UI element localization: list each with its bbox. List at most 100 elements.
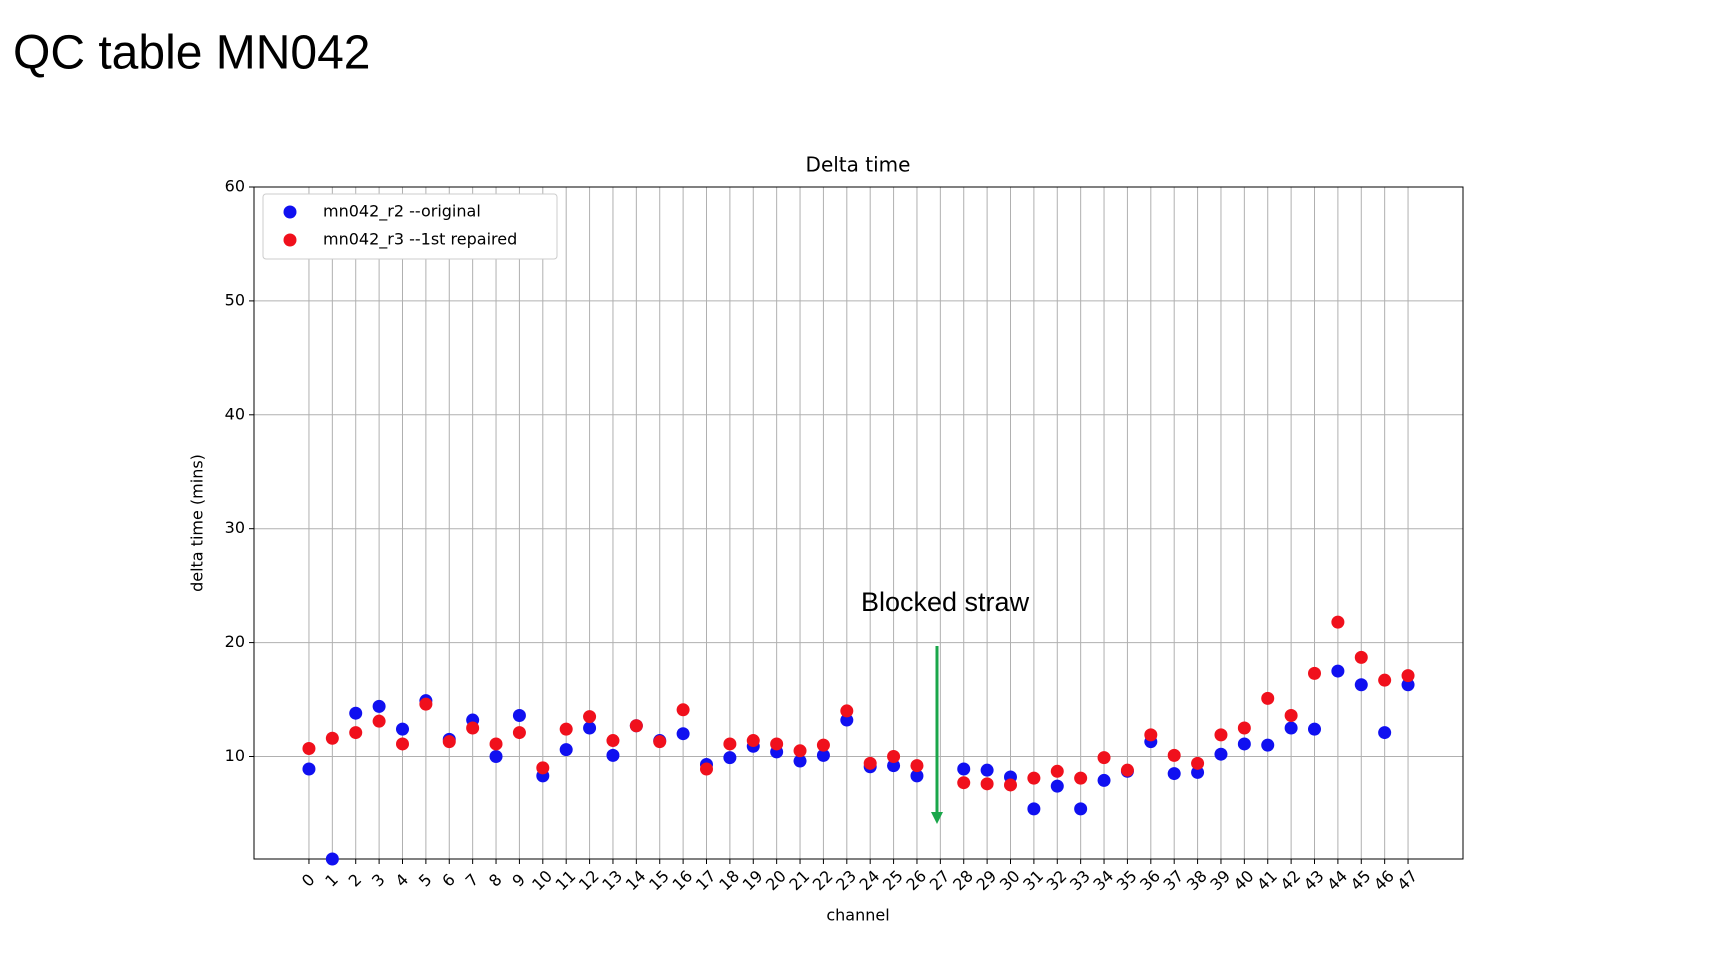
data-point (863, 756, 877, 770)
data-point (606, 734, 620, 748)
x-tick-label: 2 (345, 870, 366, 891)
legend-marker (283, 205, 297, 219)
data-point (512, 726, 526, 740)
x-tick-label: 47 (1393, 866, 1421, 894)
data-point (1261, 738, 1275, 752)
data-point (302, 742, 316, 756)
data-point (1237, 737, 1251, 751)
plot-frame (253, 186, 1464, 860)
data-point (395, 722, 409, 736)
data-point (676, 727, 690, 741)
data-point (840, 704, 854, 718)
y-tick-label: 60 (225, 177, 245, 196)
data-point (723, 751, 737, 765)
data-point (1191, 756, 1205, 770)
x-tick-label: 4 (391, 870, 412, 891)
x-tick-label: 9 (508, 870, 529, 891)
data-point (1378, 726, 1392, 740)
data-point (1308, 666, 1322, 680)
data-point (910, 769, 924, 783)
data-point (1027, 802, 1041, 816)
data-point (1050, 779, 1064, 793)
data-point (816, 738, 830, 752)
data-point (770, 737, 784, 751)
data-point (793, 744, 807, 758)
data-point (1284, 708, 1298, 722)
data-point (1167, 767, 1181, 781)
data-point (536, 761, 550, 775)
legend-label: mn042_r2 --original (323, 202, 481, 222)
data-point (629, 719, 643, 733)
x-tick-label: 1 (321, 870, 342, 891)
data-point (489, 749, 503, 763)
legend-marker (283, 233, 297, 247)
data-point (1401, 669, 1415, 683)
annotation-arrowhead (931, 812, 943, 824)
data-point (1331, 615, 1345, 629)
legend-box (262, 193, 558, 260)
data-point (1097, 773, 1111, 787)
data-point (583, 721, 597, 735)
data-point (793, 754, 807, 768)
data-point (723, 737, 737, 751)
data-point (980, 777, 994, 791)
chart-title: Delta time (806, 153, 911, 177)
y-tick-label: 50 (225, 290, 245, 309)
data-point (1191, 765, 1205, 779)
y-axis-label: delta time (mins) (188, 454, 207, 592)
data-point (583, 710, 597, 724)
annotation-text: Blocked straw (861, 587, 1030, 617)
data-point (1261, 691, 1275, 705)
data-point (1167, 748, 1181, 762)
data-point (887, 749, 901, 763)
data-point (372, 714, 386, 728)
data-point (325, 731, 339, 745)
data-point (1308, 722, 1322, 736)
data-point (302, 762, 316, 776)
data-point (442, 735, 456, 749)
data-point (653, 735, 667, 749)
data-point (559, 722, 573, 736)
data-point (1074, 802, 1088, 816)
data-point (1401, 678, 1415, 692)
data-point (325, 852, 339, 866)
data-point (349, 726, 363, 740)
x-tick-label: 8 (485, 870, 506, 891)
data-point (1050, 764, 1064, 778)
data-point (887, 759, 901, 773)
data-point (1074, 771, 1088, 785)
data-point (1214, 728, 1228, 742)
data-point (699, 762, 713, 776)
data-point (676, 703, 690, 717)
y-tick-label: 40 (225, 404, 245, 423)
data-point (910, 759, 924, 773)
x-tick-label: 5 (415, 870, 436, 891)
data-point (559, 743, 573, 757)
y-tick-label: 20 (225, 632, 245, 651)
data-point (606, 748, 620, 762)
data-point (1331, 664, 1345, 678)
data-point (419, 697, 433, 711)
x-tick-label: 7 (462, 870, 483, 891)
data-point (1004, 778, 1018, 792)
y-tick-label: 10 (225, 746, 245, 765)
data-point (1027, 771, 1041, 785)
x-axis-label: channel (826, 906, 889, 925)
data-point (349, 706, 363, 720)
data-point (957, 776, 971, 790)
data-point (1354, 650, 1368, 664)
x-tick-label: 3 (368, 870, 389, 891)
data-point (957, 762, 971, 776)
y-tick-label: 30 (225, 518, 245, 537)
data-point (1097, 751, 1111, 765)
data-point (1378, 673, 1392, 687)
data-point (1120, 763, 1134, 777)
data-point (1144, 728, 1158, 742)
data-point (1214, 747, 1228, 761)
data-point (746, 734, 760, 748)
data-point (1237, 721, 1251, 735)
data-point (980, 763, 994, 777)
data-point (395, 737, 409, 751)
data-point (372, 699, 386, 713)
